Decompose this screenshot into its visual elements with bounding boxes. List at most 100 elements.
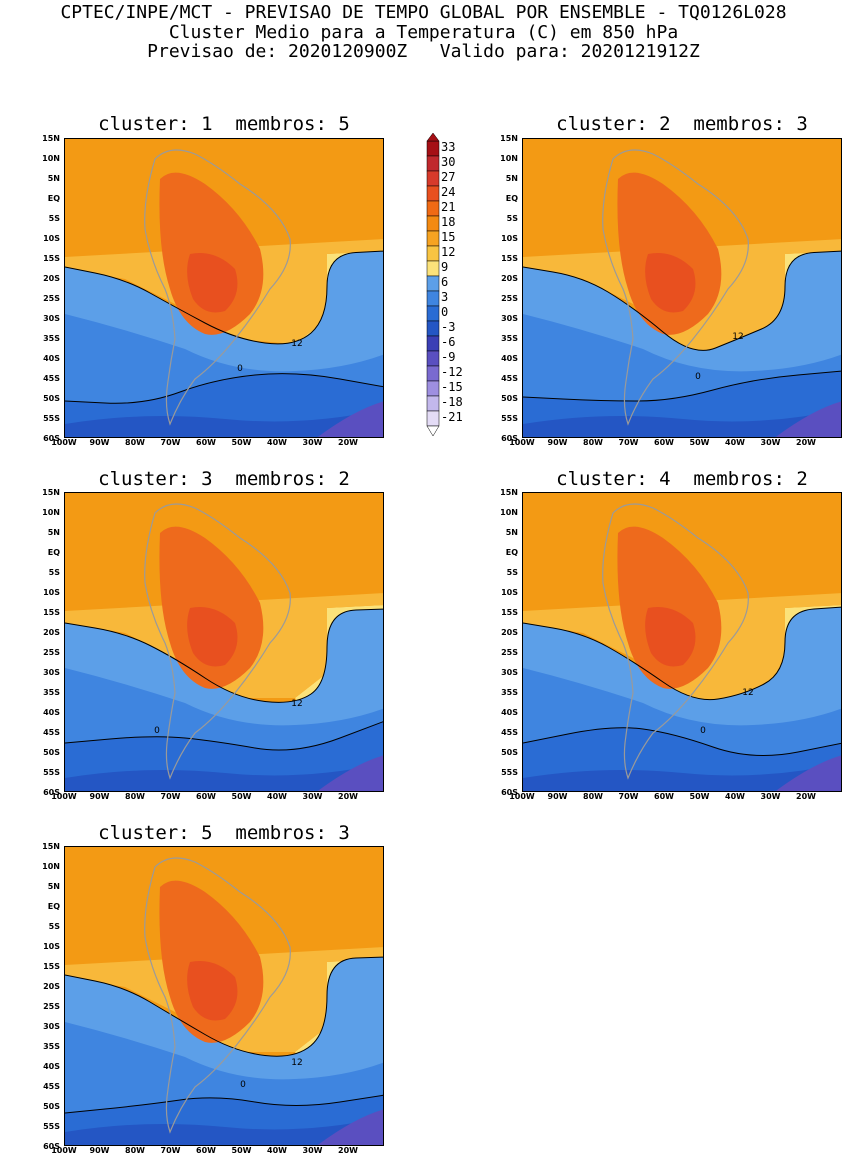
lat-label: 40S xyxy=(43,1062,60,1071)
colorbar-bottom-arrow xyxy=(426,425,440,437)
lat-label: 30S xyxy=(43,668,60,677)
lon-label: 80W xyxy=(583,792,603,801)
continent-outline xyxy=(602,149,749,426)
lat-label: 20S xyxy=(501,628,518,637)
lat-label: 55S xyxy=(501,768,518,777)
lat-label: 10N xyxy=(500,154,518,163)
lon-label: 70W xyxy=(618,438,639,447)
lat-label: 60S xyxy=(43,434,60,443)
lon-label: 60W xyxy=(196,438,216,447)
panel-title-3: cluster: 3 membros: 2 xyxy=(98,468,350,490)
lat-label: 25S xyxy=(501,294,518,303)
header-line-1: CPTEC/INPE/MCT - PREVISAO DE TEMPO GLOBA… xyxy=(60,2,787,23)
lon-label: 30W xyxy=(302,438,323,447)
lat-label: 45S xyxy=(43,1082,60,1091)
lon-label: 20W xyxy=(796,438,816,447)
lon-label: 80W xyxy=(125,792,145,801)
header-line-2: Cluster Medio para a Temperatura (C) em … xyxy=(168,22,679,43)
lat-label: 30S xyxy=(43,314,60,323)
colorbar-swatch xyxy=(426,305,440,322)
lat-label: EQ xyxy=(505,194,518,203)
lon-label: 30W xyxy=(760,438,781,447)
contour-0 xyxy=(523,727,841,757)
lat-label: 10S xyxy=(501,588,518,597)
lat-label: 45S xyxy=(43,728,60,737)
lat-label: 5S xyxy=(48,568,60,577)
header-line-3: Previsao de: 2020120900Z Valido para: 20… xyxy=(147,41,700,62)
lon-label: 100W xyxy=(51,438,77,447)
contour-label-0: 0 xyxy=(240,1080,246,1090)
lon-label: 60W xyxy=(196,792,216,801)
colorbar-label: 24 xyxy=(441,185,456,199)
contour-label-0: 0 xyxy=(154,726,160,736)
lat-label: 10N xyxy=(500,508,518,517)
lat-label: 15N xyxy=(42,134,60,143)
panel-title-2: cluster: 2 membros: 3 xyxy=(556,113,808,135)
lat-label: 45S xyxy=(501,728,518,737)
map-panel-2: 12 0 xyxy=(522,138,842,438)
field-blue-deep xyxy=(65,763,383,791)
lon-label: 90W xyxy=(89,792,110,801)
lon-label: 50W xyxy=(689,438,710,447)
lat-label: 55S xyxy=(501,414,518,423)
lon-label: 20W xyxy=(338,438,358,447)
lat-label: 25S xyxy=(43,1002,60,1011)
lon-label: 40W xyxy=(267,438,287,447)
colorbar-label: -18 xyxy=(441,395,463,409)
lat-label: 5N xyxy=(505,174,518,183)
colorbar-label: 9 xyxy=(441,260,449,274)
lat-label: 50S xyxy=(43,1102,60,1111)
contour-0 xyxy=(65,1094,383,1114)
lat-label: 50S xyxy=(501,394,518,403)
lat-label: 15N xyxy=(500,134,518,143)
contour-label-12: 12 xyxy=(291,699,302,709)
panel-title-1: cluster: 1 membros: 5 xyxy=(98,113,350,135)
lat-label: 10N xyxy=(42,862,60,871)
colorbar-swatch xyxy=(426,290,440,307)
lon-label: 30W xyxy=(760,792,781,801)
lat-label: 40S xyxy=(501,354,518,363)
contour-12 xyxy=(65,608,383,703)
continent-outline xyxy=(602,503,749,780)
colorbar-top-arrow xyxy=(426,132,440,142)
field-hot-core xyxy=(187,607,238,667)
lon-label: 40W xyxy=(725,792,745,801)
colorbar-swatch xyxy=(426,365,440,382)
colorbar-swatch xyxy=(426,275,440,292)
field-hot-core xyxy=(187,253,238,313)
lat-label: 35S xyxy=(43,688,60,697)
map-panel-4: 12 0 xyxy=(522,492,842,792)
lat-label: 35S xyxy=(43,334,60,343)
lon-label: 50W xyxy=(231,1146,252,1155)
lat-label: 5S xyxy=(48,214,60,223)
lon-label: 40W xyxy=(725,438,745,447)
lat-label: 15N xyxy=(500,488,518,497)
lat-label: 15N xyxy=(42,488,60,497)
lat-label: 20S xyxy=(43,628,60,637)
colorbar-swatch xyxy=(426,185,440,202)
lat-label: 15N xyxy=(42,842,60,851)
lat-label: 50S xyxy=(43,748,60,757)
lat-label: 40S xyxy=(43,354,60,363)
contour-label-12: 12 xyxy=(291,339,302,349)
lon-label: 60W xyxy=(654,438,674,447)
lat-label: EQ xyxy=(505,548,518,557)
lon-label: 80W xyxy=(125,438,145,447)
field-purple xyxy=(317,401,383,437)
lat-label: 55S xyxy=(43,1122,60,1131)
contour-label-12: 12 xyxy=(742,688,753,698)
lon-label: 80W xyxy=(125,1146,145,1155)
colorbar-label: 3 xyxy=(441,290,449,304)
field-hot-core xyxy=(187,961,238,1021)
colorbar-swatch xyxy=(426,320,440,337)
lat-label: 5S xyxy=(506,568,518,577)
lat-label: 60S xyxy=(501,434,518,443)
lat-label: 50S xyxy=(501,748,518,757)
lat-label: 10S xyxy=(43,588,60,597)
colorbar-label: 0 xyxy=(441,305,449,319)
colorbar-label: 15 xyxy=(441,230,456,244)
colorbar-swatch xyxy=(426,155,440,172)
contour-label-0: 0 xyxy=(237,364,243,374)
map-panel-3: 12 0 xyxy=(64,492,384,792)
lon-label: 20W xyxy=(338,1146,358,1155)
